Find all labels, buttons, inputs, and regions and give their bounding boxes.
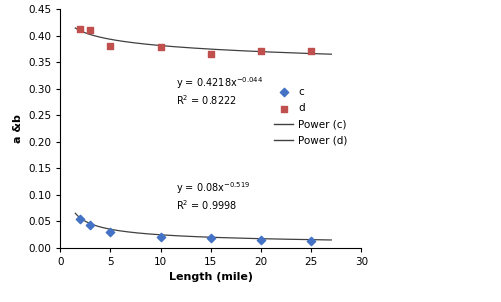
d — [307, 49, 315, 54]
c — [106, 229, 114, 234]
X-axis label: Length (mile): Length (mile) — [168, 272, 253, 282]
Text: y = 0.08x$^{-0.519}$
R$^2$ = 0.9998: y = 0.08x$^{-0.519}$ R$^2$ = 0.9998 — [175, 180, 249, 212]
d — [257, 49, 265, 54]
Legend: c, d, Power (c), Power (d): c, d, Power (c), Power (d) — [270, 83, 351, 150]
c — [156, 235, 164, 239]
c — [86, 223, 94, 227]
d — [106, 44, 114, 49]
d — [86, 28, 94, 33]
c — [257, 238, 265, 243]
c — [76, 217, 84, 221]
Text: y = 0.4218x$^{-0.044}$
R$^2$ = 0.8222: y = 0.4218x$^{-0.044}$ R$^2$ = 0.8222 — [175, 75, 262, 107]
d — [206, 51, 214, 56]
d — [76, 27, 84, 32]
c — [206, 236, 214, 240]
Y-axis label: a &b: a &b — [13, 114, 23, 143]
d — [156, 45, 164, 50]
c — [307, 238, 315, 243]
